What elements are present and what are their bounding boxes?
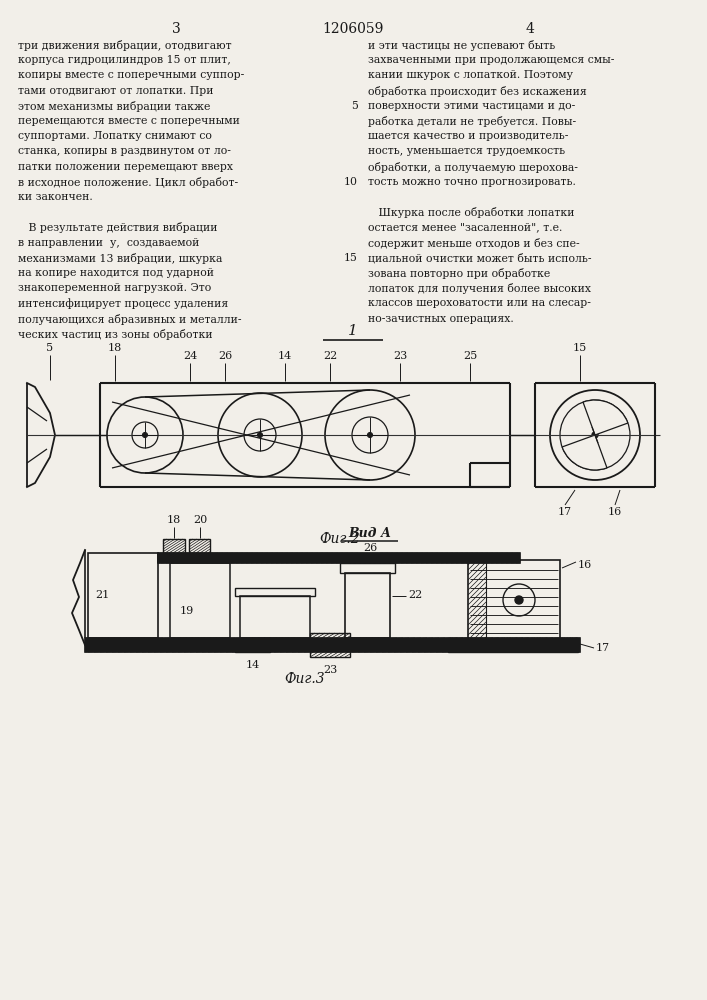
Bar	[240, 596, 310, 638]
Circle shape	[143, 432, 148, 438]
Text: обработка происходит без искажения: обработка происходит без искажения	[368, 86, 587, 97]
Text: патки положении перемещают вверх: патки положении перемещают вверх	[18, 162, 233, 172]
Text: 20: 20	[193, 515, 207, 525]
Text: этом механизмы вибрации также: этом механизмы вибрации также	[18, 101, 211, 112]
Text: 18: 18	[108, 343, 122, 353]
Text: работка детали не требуется. Повы-: работка детали не требуется. Повы-	[368, 116, 576, 127]
Text: станка, копиры в раздвинутом от ло-: станка, копиры в раздвинутом от ло-	[18, 146, 231, 156]
Text: 22: 22	[323, 351, 337, 361]
Text: и эти частицы не успевают быть: и эти частицы не успевают быть	[368, 40, 555, 51]
Circle shape	[592, 432, 598, 438]
Text: циальной очистки может быть исполь-: циальной очистки может быть исполь-	[368, 253, 592, 263]
Text: поверхности этими частицами и до-: поверхности этими частицами и до-	[368, 101, 575, 111]
Text: Шкурка после обработки лопатки: Шкурка после обработки лопатки	[368, 207, 575, 218]
Bar	[340, 563, 395, 573]
Circle shape	[368, 432, 373, 438]
Bar	[235, 638, 270, 652]
Text: ность, уменьшается трудоемкость: ность, уменьшается трудоемкость	[368, 146, 565, 156]
Bar	[189, 539, 210, 553]
Text: интенсифицирует процесс удаления: интенсифицирует процесс удаления	[18, 298, 228, 309]
Bar	[235, 588, 315, 596]
Text: 15: 15	[573, 343, 587, 353]
Text: обработки, а получаемую шерохова-: обработки, а получаемую шерохова-	[368, 162, 578, 173]
Text: тами отодвигают от лопатки. При: тами отодвигают от лопатки. При	[18, 86, 214, 96]
Text: шается качество и производитель-: шается качество и производитель-	[368, 131, 568, 141]
Text: 26: 26	[218, 351, 232, 361]
Text: остается менее "засаленной", т.е.: остается менее "засаленной", т.е.	[368, 222, 562, 232]
Text: кании шкурок с лопаткой. Поэтому: кании шкурок с лопаткой. Поэтому	[368, 70, 573, 80]
Text: 4: 4	[525, 22, 534, 36]
Text: лопаток для получения более высоких: лопаток для получения более высоких	[368, 283, 591, 294]
Text: корпуса гидроцилиндров 15 от плит,: корпуса гидроцилиндров 15 от плит,	[18, 55, 231, 65]
Text: перемещаются вместе с поперечными: перемещаются вместе с поперечными	[18, 116, 240, 126]
Text: получающихся абразивных и металли-: получающихся абразивных и металли-	[18, 314, 242, 325]
Text: 14: 14	[278, 351, 292, 361]
Text: в направлении  у,  создаваемой: в направлении у, создаваемой	[18, 238, 199, 248]
Text: 25: 25	[463, 351, 477, 361]
Bar	[310, 633, 350, 657]
Text: знакопеременной нагрузкой. Это: знакопеременной нагрузкой. Это	[18, 283, 211, 293]
Bar	[163, 539, 185, 553]
Text: 1206059: 1206059	[322, 22, 384, 36]
Text: механизмами 13 вибрации, шкурка: механизмами 13 вибрации, шкурка	[18, 253, 223, 264]
Text: 23: 23	[393, 351, 407, 361]
Text: 17: 17	[558, 507, 572, 517]
Text: 18: 18	[167, 515, 181, 525]
Bar	[345, 573, 390, 638]
Text: на копире находится под ударной: на копире находится под ударной	[18, 268, 214, 278]
Text: 22: 22	[408, 590, 422, 600]
Circle shape	[515, 596, 523, 604]
Text: тость можно точно прогнозировать.: тость можно точно прогнозировать.	[368, 177, 576, 187]
Text: 14: 14	[245, 660, 259, 670]
Text: 10: 10	[344, 177, 358, 187]
Text: 5: 5	[351, 101, 358, 111]
Text: зована повторно при обработке: зована повторно при обработке	[368, 268, 550, 279]
Text: Фиг.2: Фиг.2	[320, 532, 361, 546]
Text: 19: 19	[180, 606, 194, 616]
Text: классов шероховатости или на слесар-: классов шероховатости или на слесар-	[368, 298, 591, 308]
Text: Вид А: Вид А	[349, 527, 392, 540]
Text: 17: 17	[596, 643, 610, 653]
Text: в исходное положение. Цикл обработ-: в исходное положение. Цикл обработ-	[18, 177, 238, 188]
Text: 5: 5	[47, 343, 54, 353]
Text: захваченными при продолжающемся смы-: захваченными при продолжающемся смы-	[368, 55, 614, 65]
Bar	[170, 563, 230, 638]
Text: но-зачистных операциях.: но-зачистных операциях.	[368, 314, 514, 324]
Bar	[448, 638, 578, 652]
Text: 16: 16	[608, 507, 622, 517]
Wedge shape	[562, 435, 607, 470]
Text: три движения вибрации, отодвигают: три движения вибрации, отодвигают	[18, 40, 232, 51]
Text: 15: 15	[344, 253, 358, 263]
Text: 26: 26	[363, 543, 377, 553]
Text: 1: 1	[348, 324, 358, 338]
Text: содержит меньше отходов и без спе-: содержит меньше отходов и без спе-	[368, 238, 580, 249]
Wedge shape	[583, 400, 628, 435]
Bar	[85, 638, 580, 652]
Text: В результате действия вибрации: В результате действия вибрации	[18, 222, 218, 233]
Text: 16: 16	[578, 560, 592, 570]
Text: 23: 23	[323, 665, 337, 675]
Text: 21: 21	[95, 590, 110, 600]
Bar	[88, 553, 158, 638]
Circle shape	[257, 432, 262, 438]
Text: ческих частиц из зоны обработки: ческих частиц из зоны обработки	[18, 329, 213, 340]
Text: Фиг.3: Фиг.3	[285, 672, 325, 686]
Text: 3: 3	[172, 22, 180, 36]
Text: 24: 24	[183, 351, 197, 361]
Text: суппортами. Лопатку снимают со: суппортами. Лопатку снимают со	[18, 131, 212, 141]
Text: ки закончен.: ки закончен.	[18, 192, 93, 202]
Bar	[158, 553, 520, 563]
Text: копиры вместе с поперечными суппор-: копиры вместе с поперечными суппор-	[18, 70, 244, 80]
Bar	[468, 560, 560, 640]
